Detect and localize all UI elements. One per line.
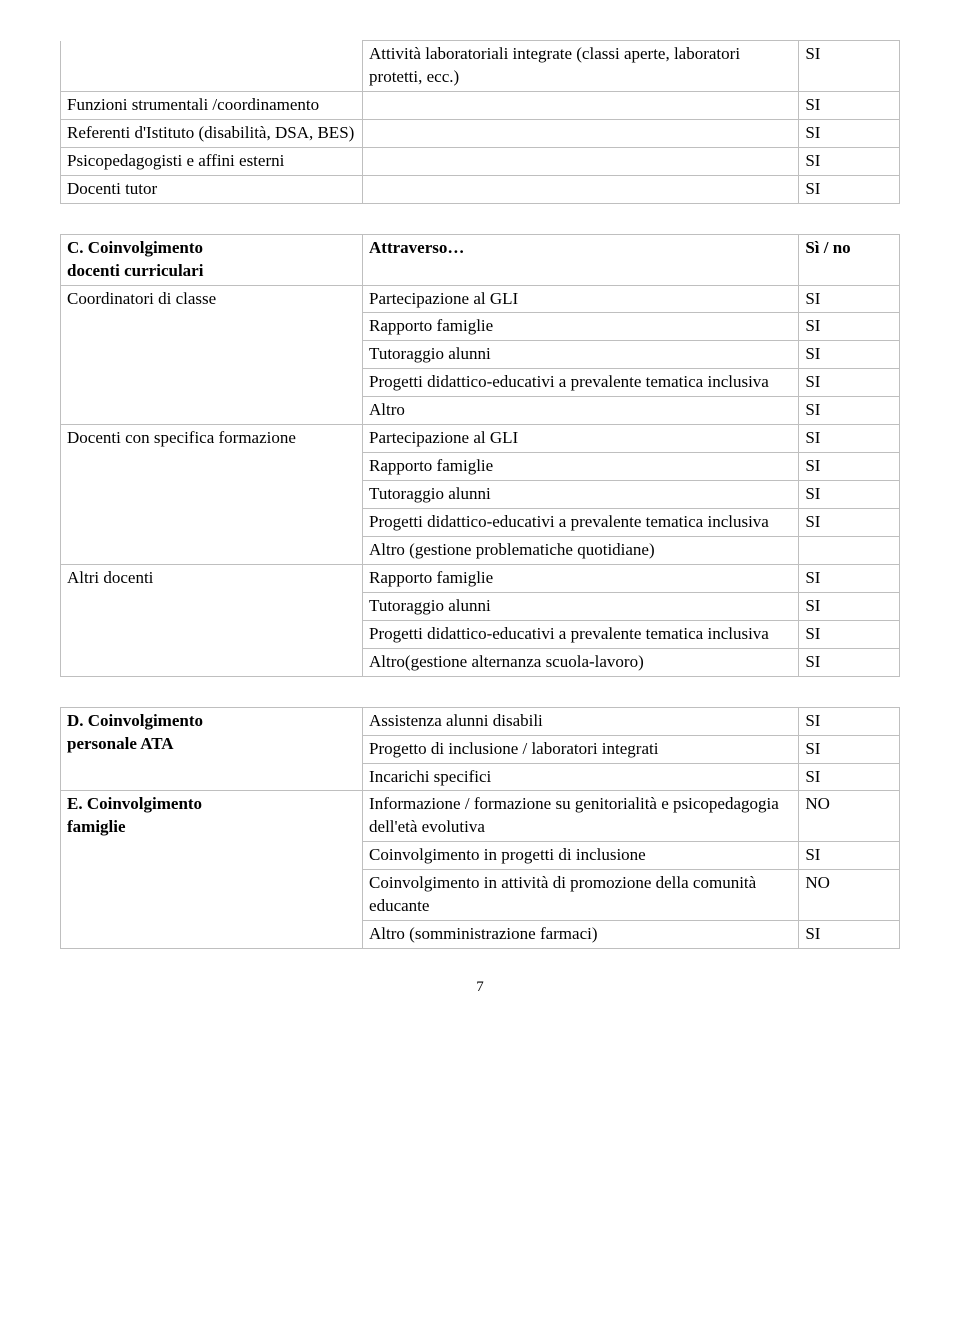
cell: SI [799, 175, 900, 203]
cell: SI [799, 592, 900, 620]
cell: SI [799, 564, 900, 592]
cell: NO [799, 870, 900, 921]
cell: Progetti didattico-educativi a prevalent… [363, 509, 799, 537]
cell: Partecipazione al GLI [363, 425, 799, 453]
group-label-cell: E. Coinvolgimentofamiglie [61, 791, 363, 949]
group-label-cell: Coordinatori di classe [61, 285, 363, 425]
table-1: Attività laboratoriali integrate (classi… [60, 40, 900, 204]
table-row: Attività laboratoriali integrate (classi… [61, 41, 900, 92]
table-row: D. Coinvolgimentopersonale ATAAssistenza… [61, 707, 900, 735]
cell: SI [799, 842, 900, 870]
cell: SI [799, 41, 900, 92]
cell: Incarichi specifici [363, 763, 799, 791]
cell: SI [799, 453, 900, 481]
cell: Partecipazione al GLI [363, 285, 799, 313]
cell: Rapporto famiglie [363, 453, 799, 481]
cell: SI [799, 921, 900, 949]
cell: Tutoraggio alunni [363, 481, 799, 509]
table-row: Referenti d'Istituto (disabilità, DSA, B… [61, 119, 900, 147]
cell: Coinvolgimento in progetti di inclusione [363, 842, 799, 870]
cell: Altro [363, 397, 799, 425]
group-label-cell: Altri docenti [61, 564, 363, 676]
cell: SI [799, 707, 900, 735]
table-header-row: C. Coinvolgimento docenti curriculari At… [61, 234, 900, 285]
cell: SI [799, 147, 900, 175]
cell: SI [799, 369, 900, 397]
cell [363, 119, 799, 147]
cell: SI [799, 341, 900, 369]
table-row: Docenti tutor SI [61, 175, 900, 203]
cell [363, 147, 799, 175]
header-cell: C. Coinvolgimento docenti curriculari [61, 234, 363, 285]
cell: SI [799, 285, 900, 313]
cell: Altro(gestione alternanza scuola-lavoro) [363, 648, 799, 676]
header-cell: Sì / no [799, 234, 900, 285]
cell [799, 536, 900, 564]
cell: SI [799, 425, 900, 453]
cell: Tutoraggio alunni [363, 341, 799, 369]
table-row: E. CoinvolgimentofamiglieInformazione / … [61, 791, 900, 842]
table-row: Funzioni strumentali /coordinamento SI [61, 91, 900, 119]
cell: Progetto di inclusione / laboratori inte… [363, 735, 799, 763]
cell: Docenti tutor [61, 175, 363, 203]
cell: Rapporto famiglie [363, 313, 799, 341]
cell [61, 41, 363, 92]
cell: Tutoraggio alunni [363, 592, 799, 620]
cell: Funzioni strumentali /coordinamento [61, 91, 363, 119]
cell: NO [799, 791, 900, 842]
cell: Progetti didattico-educativi a prevalent… [363, 369, 799, 397]
cell: SI [799, 735, 900, 763]
table-row: Psicopedagogisti e affini esterni SI [61, 147, 900, 175]
cell: SI [799, 313, 900, 341]
cell: Attività laboratoriali integrate (classi… [363, 41, 799, 92]
table-3: D. Coinvolgimentopersonale ATAAssistenza… [60, 707, 900, 949]
header-cell: Attraverso… [363, 234, 799, 285]
cell: Informazione / formazione su genitoriali… [363, 791, 799, 842]
cell: Altro (somministrazione farmaci) [363, 921, 799, 949]
group-label-cell: Docenti con specifica formazione [61, 425, 363, 565]
cell: Progetti didattico-educativi a prevalent… [363, 620, 799, 648]
cell: SI [799, 620, 900, 648]
page-number: 7 [60, 979, 900, 996]
cell: SI [799, 648, 900, 676]
cell: SI [799, 763, 900, 791]
cell: SI [799, 119, 900, 147]
cell: Psicopedagogisti e affini esterni [61, 147, 363, 175]
cell: Altro (gestione problematiche quotidiane… [363, 536, 799, 564]
cell: SI [799, 397, 900, 425]
group-label-cell: D. Coinvolgimentopersonale ATA [61, 707, 363, 791]
cell: SI [799, 91, 900, 119]
table-row: Docenti con specifica formazionePartecip… [61, 425, 900, 453]
cell: Coinvolgimento in attività di promozione… [363, 870, 799, 921]
table-row: Altri docentiRapporto famiglieSI [61, 564, 900, 592]
cell: SI [799, 481, 900, 509]
cell: Referenti d'Istituto (disabilità, DSA, B… [61, 119, 363, 147]
cell: SI [799, 509, 900, 537]
cell [363, 91, 799, 119]
table-2: C. Coinvolgimento docenti curriculari At… [60, 234, 900, 677]
header-line-2: docenti curriculari [67, 261, 203, 280]
header-line-1: C. Coinvolgimento [67, 238, 203, 257]
cell: Assistenza alunni disabili [363, 707, 799, 735]
cell: Rapporto famiglie [363, 564, 799, 592]
cell [363, 175, 799, 203]
table-row: Coordinatori di classePartecipazione al … [61, 285, 900, 313]
